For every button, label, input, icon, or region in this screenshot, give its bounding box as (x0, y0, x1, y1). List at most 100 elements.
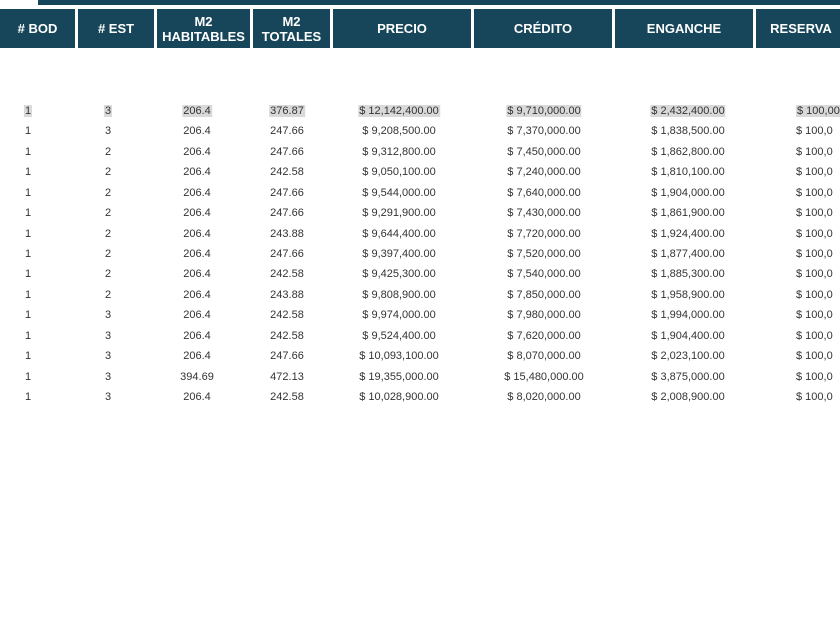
table-cell: 2 (104, 145, 112, 158)
table-cell: 1 (24, 350, 32, 363)
table-cell: 247.66 (270, 125, 304, 138)
table-cell: 243.88 (270, 227, 304, 240)
table-cell: 206.4 (183, 309, 211, 322)
table-cell: $ 19,355,000.00 (359, 370, 439, 383)
table-cell: $ 7,720,000.00 (507, 227, 581, 240)
table-cell: $ 9,208,500.00 (362, 125, 436, 138)
table-cell: $ 1,862,800.00 (651, 145, 725, 158)
table-cell: $ 2,023,100.00 (651, 350, 725, 363)
table-cell: $ 9,524,400.00 (362, 329, 436, 342)
table-cell: $ 2,432,400.00 (650, 105, 726, 117)
table-cell: $ 7,520,000.00 (507, 248, 581, 260)
table-cell: 1 (24, 329, 32, 342)
table-cell: $ 100,0 (796, 288, 833, 301)
table-cell: 242.58 (270, 309, 304, 322)
table-cell: $ 1,904,400.00 (651, 329, 725, 342)
header-cell: M2 TOTALES (253, 9, 330, 48)
table-cell: 206.4 (183, 186, 211, 199)
table-cell: 1 (24, 207, 32, 220)
table-cell: $ 8,020,000.00 (507, 391, 581, 404)
table-cell: $ 100,0 (796, 166, 833, 179)
table-cell: $ 1,810,100.00 (651, 166, 725, 179)
table-cell: 206.4 (183, 329, 211, 342)
table-cell: $ 100,0 (796, 186, 833, 199)
table-cell: $ 7,640,000.00 (507, 186, 581, 199)
table-cell: 242.58 (270, 329, 304, 342)
table-cell: $ 9,544,000.00 (362, 186, 436, 199)
table-cell: 1 (23, 105, 33, 117)
table-cell: 3 (103, 105, 113, 117)
table-cell: $ 9,808,900.00 (362, 288, 436, 301)
table-cell: $ 100,0 (796, 370, 833, 383)
table-cell: 3 (104, 370, 112, 383)
table-cell: $ 15,480,000.00 (504, 370, 584, 383)
table-cell: 206.4 (183, 391, 211, 404)
table-cell: $ 12,142,400.00 (358, 105, 440, 117)
table-cell: $ 7,980,000.00 (507, 309, 581, 322)
table-cell: 2 (104, 268, 112, 281)
table-cell: $ 7,370,000.00 (507, 125, 581, 138)
table-cell: $ 7,850,000.00 (507, 288, 581, 301)
table-cell: $ 2,008,900.00 (651, 391, 725, 404)
table-cell: 242.58 (270, 268, 304, 281)
header-cell: M2 HABITABLES (157, 9, 250, 48)
table-cell: 206.4 (183, 268, 211, 281)
table-cell: $ 7,540,000.00 (507, 268, 581, 281)
table-cell: $ 100,0 (796, 248, 833, 260)
table-cell: $ 10,028,900.00 (359, 391, 439, 404)
table-cell: $ 100,0 (796, 125, 833, 138)
table-cell: $ 10,093,100.00 (359, 350, 439, 363)
table-cell: $ 9,644,400.00 (362, 227, 436, 240)
table-cell: 3 (104, 350, 112, 363)
table-cell: $ 9,291,900.00 (362, 207, 436, 220)
table-cell: 1 (24, 391, 32, 404)
table-cell: 1 (24, 125, 32, 138)
table-cell: $ 100,0 (796, 268, 833, 281)
table-cell: 1 (24, 227, 32, 240)
table-cell: $ 1,994,000.00 (651, 309, 725, 322)
table-cell: $ 9,397,400.00 (362, 248, 436, 260)
table-cell: 247.66 (270, 248, 304, 260)
table-cell: 1 (24, 145, 32, 158)
table-cell: $ 7,430,000.00 (507, 207, 581, 220)
table-cell: 2 (104, 207, 112, 220)
table-cell: $ 1,958,900.00 (651, 288, 725, 301)
table-cell: 206.4 (183, 288, 211, 301)
table-cell: $ 1,904,000.00 (651, 186, 725, 199)
table-cell: $ 9,050,100.00 (362, 166, 436, 179)
table-cell: 206.4 (183, 207, 211, 220)
table-cell: 206.4 (183, 350, 211, 363)
table-cell: $ 1,924,400.00 (651, 227, 725, 240)
header-cell: RESERVA (756, 9, 840, 48)
table-cell: 1 (24, 268, 32, 281)
table-cell: 242.58 (270, 166, 304, 179)
table-cell: 1 (24, 166, 32, 179)
table-cell: 2 (104, 166, 112, 179)
table-cell: $ 9,312,800.00 (362, 145, 436, 158)
table-cell: $ 1,885,300.00 (651, 268, 725, 281)
table-cell: 1 (24, 288, 32, 301)
table-cell: 3 (104, 309, 112, 322)
table-cell: 206.4 (183, 227, 211, 240)
table-cell: 243.88 (270, 288, 304, 301)
table-cell: 206.4 (182, 105, 212, 117)
table-cell: $ 100,0 (796, 350, 833, 363)
table-cell: 206.4 (183, 145, 211, 158)
table-cell: 247.66 (270, 350, 304, 363)
table-cell: $ 9,425,300.00 (362, 268, 436, 281)
table-cell: $ 1,861,900.00 (651, 207, 725, 220)
table-cell: 247.66 (270, 186, 304, 199)
table-cell: 394.69 (180, 370, 214, 383)
table-cell: $ 7,450,000.00 (507, 145, 581, 158)
table-cell: 2 (104, 227, 112, 240)
table-cell: $ 1,838,500.00 (651, 125, 725, 138)
table-cell: $ 8,070,000.00 (507, 350, 581, 363)
top-bar (38, 0, 840, 5)
table-cell: 1 (24, 309, 32, 322)
table-cell: 2 (104, 186, 112, 199)
table-cell: $ 100,00 (796, 105, 840, 117)
table-cell: $ 100,0 (796, 391, 833, 404)
table-cell: $ 100,0 (796, 227, 833, 240)
table-cell: 3 (104, 329, 112, 342)
